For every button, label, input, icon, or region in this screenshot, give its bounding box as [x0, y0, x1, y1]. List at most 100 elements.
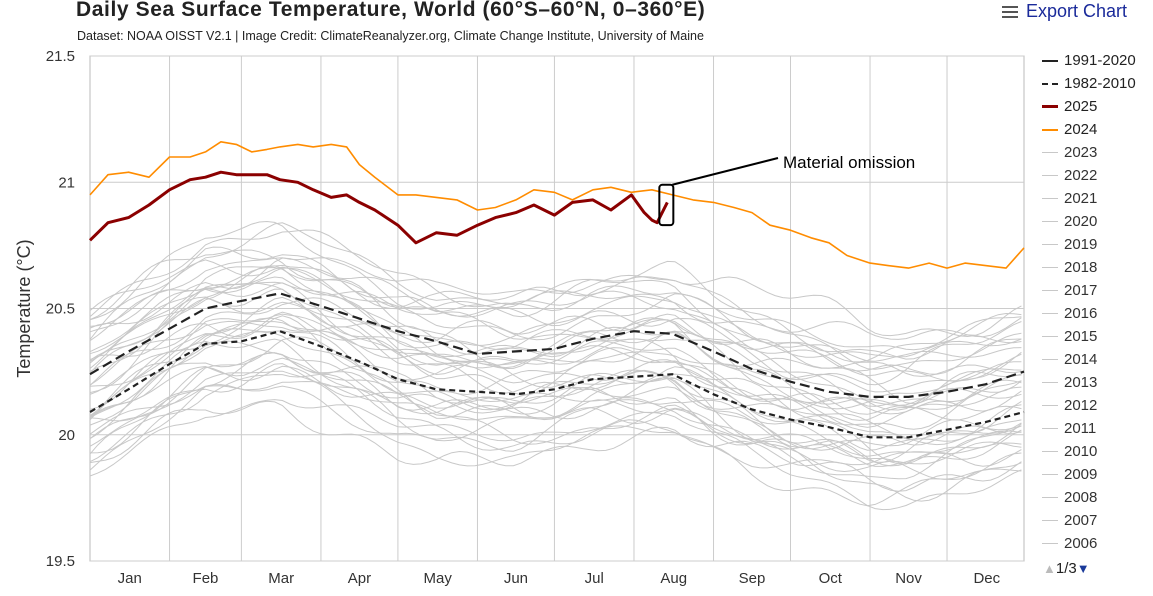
- legend-item-2008[interactable]: 2008: [1042, 486, 1150, 509]
- gray-year-line: [89, 296, 1022, 406]
- legend-item-2024[interactable]: 2024: [1042, 118, 1150, 141]
- legend-item-2022[interactable]: 2022: [1042, 164, 1150, 187]
- legend-label: 2019: [1064, 236, 1098, 253]
- legend-label: 2015: [1064, 328, 1098, 345]
- legend-item-2025[interactable]: 2025: [1042, 95, 1150, 118]
- x-tick-label: Sep: [739, 570, 766, 587]
- y-tick-label: 20.5: [46, 301, 75, 318]
- legend-item-1991-2020[interactable]: 1991-2020: [1042, 49, 1150, 72]
- gray-year-line: [89, 315, 1022, 451]
- legend-item-2021[interactable]: 2021: [1042, 187, 1150, 210]
- annotation-box: [658, 183, 675, 227]
- legend-label: 2009: [1064, 466, 1098, 483]
- gray-year-line: [89, 373, 1022, 507]
- legend-swatch: [1042, 313, 1058, 314]
- legend-label: 2024: [1064, 121, 1098, 138]
- gray-year-line: [89, 257, 1022, 370]
- gray-year-line: [89, 363, 1022, 452]
- gray-year-line: [89, 317, 1022, 463]
- legend-item-2023[interactable]: 2023: [1042, 141, 1150, 164]
- legend-item-2014[interactable]: 2014: [1042, 348, 1150, 371]
- gray-year-line: [89, 264, 1022, 382]
- gray-year-line: [89, 220, 1022, 340]
- legend-swatch: [1042, 520, 1058, 521]
- gray-year-line: [89, 259, 1022, 351]
- legend-label: 2021: [1064, 190, 1098, 207]
- legend-label: 2020: [1064, 213, 1098, 230]
- gray-year-line: [89, 265, 1022, 415]
- series-line-1991-2020: [89, 292, 1025, 398]
- gray-year-line: [89, 352, 1022, 467]
- legend-swatch: [1042, 474, 1058, 475]
- gray-year-line: [89, 352, 1022, 465]
- annotation-text: Material omission: [783, 153, 915, 172]
- legend-label: 2008: [1064, 489, 1098, 506]
- x-tick-label: Jan: [118, 570, 142, 587]
- legend-label: 2010: [1064, 443, 1098, 460]
- legend-item-2016[interactable]: 2016: [1042, 302, 1150, 325]
- legend-label: 1982-2010: [1064, 75, 1136, 92]
- page-indicator: 1/3: [1055, 560, 1077, 577]
- legend-label: 2018: [1064, 259, 1098, 276]
- grid: [89, 55, 1025, 562]
- legend-item-2013[interactable]: 2013: [1042, 371, 1150, 394]
- x-tick-label: Oct: [819, 570, 843, 587]
- legend-swatch: [1042, 152, 1058, 153]
- legend-swatch: [1042, 359, 1058, 360]
- export-chart-button[interactable]: Export Chart: [1002, 1, 1127, 22]
- legend-item-2020[interactable]: 2020: [1042, 210, 1150, 233]
- legend-label: 2006: [1064, 535, 1098, 552]
- legend-item-2015[interactable]: 2015: [1042, 325, 1150, 348]
- series-line-2025: [88, 170, 669, 245]
- page-down-arrow-icon[interactable]: ▼: [1076, 561, 1090, 576]
- annotation-leader-line: [672, 157, 779, 186]
- gray-year-line: [89, 222, 1022, 358]
- image-credit: Dataset: NOAA OISST V2.1 | Image Credit:…: [77, 29, 704, 43]
- gray-year-line: [89, 276, 1022, 411]
- legend-label: 2011: [1064, 420, 1097, 437]
- x-tick-label: Nov: [895, 570, 922, 587]
- legend-item-2018[interactable]: 2018: [1042, 256, 1150, 279]
- x-tick-label: Aug: [660, 570, 687, 587]
- legend-item-2009[interactable]: 2009: [1042, 463, 1150, 486]
- gray-year-line: [89, 297, 1022, 421]
- gray-year-line: [89, 357, 1022, 480]
- legend-swatch: [1042, 82, 1058, 85]
- y-tick-label: 21.5: [46, 48, 75, 65]
- x-tick-label: Apr: [348, 570, 371, 587]
- gray-year-line: [89, 282, 1022, 377]
- legend-swatch: [1042, 405, 1058, 406]
- legend-swatch: [1042, 221, 1058, 222]
- x-tick-label: Jul: [585, 570, 604, 587]
- gray-year-line: [89, 288, 1022, 405]
- x-tick-label: Feb: [193, 570, 219, 587]
- page-up-arrow-icon[interactable]: ▲: [1043, 561, 1056, 576]
- legend-swatch: [1042, 543, 1058, 544]
- legend-label: 2025: [1064, 98, 1098, 115]
- legend-swatch: [1042, 267, 1058, 268]
- legend-item-2007[interactable]: 2007: [1042, 509, 1150, 532]
- gray-year-line: [89, 249, 1022, 338]
- gray-year-line: [89, 311, 1022, 408]
- legend-swatch: [1042, 59, 1058, 62]
- legend-swatch: [1042, 497, 1058, 498]
- legend-item-2010[interactable]: 2010: [1042, 440, 1150, 463]
- chart-title: Daily Sea Surface Temperature, World (60…: [76, 0, 706, 21]
- x-tick-label: Mar: [268, 570, 294, 587]
- legend-pager: ▲1/3▼: [1043, 560, 1090, 577]
- legend-label: 2016: [1064, 305, 1098, 322]
- series-line-1982-2010: [89, 330, 1025, 439]
- legend-item-1982-2010[interactable]: 1982-2010: [1042, 72, 1150, 95]
- legend-item-2017[interactable]: 2017: [1042, 279, 1150, 302]
- legend-item-2006[interactable]: 2006: [1042, 532, 1150, 555]
- legend-label: 2014: [1064, 351, 1098, 368]
- y-axis-label: Temperature (°C): [14, 239, 34, 377]
- x-tick-label: Dec: [973, 570, 1000, 587]
- legend-item-2012[interactable]: 2012: [1042, 394, 1150, 417]
- legend-item-2019[interactable]: 2019: [1042, 233, 1150, 256]
- gray-year-line: [89, 297, 1022, 430]
- legend: 1991-2020 1982-2010 2025 2024 2023 2022 2021 20…: [1042, 49, 1150, 555]
- legend-swatch: [1042, 382, 1058, 383]
- legend-item-2011[interactable]: 2011: [1042, 417, 1150, 440]
